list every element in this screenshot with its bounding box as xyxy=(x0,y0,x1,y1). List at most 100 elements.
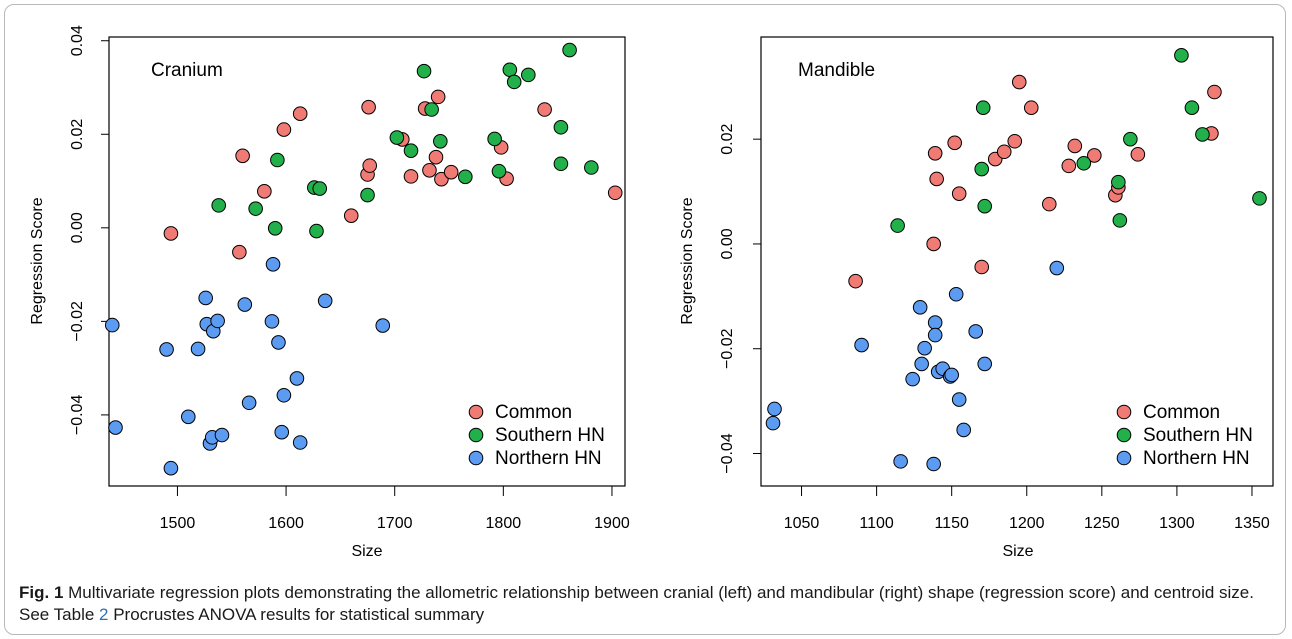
mandible-point-southern-hn xyxy=(1184,100,1200,116)
cranium-point-common xyxy=(403,169,419,184)
figure-frame xyxy=(4,4,1286,635)
cranium-x-tick-label: 1600 xyxy=(268,515,304,532)
cranium-x-ticks: 1500 1600 1700 1800 1900 xyxy=(160,485,630,532)
cranium-point-southern-hn xyxy=(416,63,432,79)
mandible-point-southern-hn xyxy=(1112,213,1128,228)
mandible-point-northern-hn xyxy=(912,300,928,315)
mandible-point-southern-hn xyxy=(1123,131,1138,147)
figure-label: Fig. 1 xyxy=(19,583,64,602)
mandible-y-ticks: −0.04 −0.02 0.00 0.02 xyxy=(719,123,761,474)
mandible-y-tick-label: −0.04 xyxy=(719,433,736,474)
cranium-point-southern-hn xyxy=(424,102,439,117)
mandible-legend-marker-southern-hn xyxy=(1116,427,1132,443)
cranium-point-southern-hn xyxy=(267,220,283,236)
mandible-points xyxy=(765,48,1267,472)
cranium-point-northern-hn xyxy=(265,257,281,272)
cranium-point-southern-hn xyxy=(502,62,518,78)
mandible-point-common xyxy=(1007,133,1023,149)
mandible-point-common xyxy=(1061,158,1077,174)
mandible-y-tick-label: 0.02 xyxy=(719,123,736,154)
cranium-point-northern-hn xyxy=(274,424,290,440)
cranium-point-southern-hn xyxy=(491,163,507,179)
cranium-legend-label-southern-hn: Southern HN xyxy=(495,425,605,446)
mandible-x-axis-label: Size xyxy=(1002,543,1033,560)
cranium-point-common xyxy=(422,162,437,178)
cranium-point-southern-hn xyxy=(487,131,502,147)
cranium-point-common xyxy=(443,164,459,180)
cranium-point-northern-hn xyxy=(241,395,257,411)
mandible-x-tick-label: 1050 xyxy=(784,515,820,532)
figure-caption: Fig. 1 Multivariate regression plots dem… xyxy=(19,582,1269,626)
cranium-point-common xyxy=(434,171,449,187)
mandible-legend-marker-northern-hn xyxy=(1116,450,1132,466)
table-reference-link[interactable]: 2 xyxy=(99,605,109,624)
mandible-point-southern-hn xyxy=(1111,174,1126,190)
mandible-point-northern-hn xyxy=(905,371,920,387)
mandible-point-northern-hn xyxy=(948,286,964,302)
cranium-point-southern-hn xyxy=(403,143,419,158)
cranium-y-tick-label: −0.02 xyxy=(69,301,86,342)
cranium-point-southern-hn xyxy=(553,156,569,172)
mandible-point-northern-hn xyxy=(767,401,782,417)
mandible-point-common xyxy=(1087,148,1102,163)
cranium-point-northern-hn xyxy=(289,371,305,386)
cranium-point-common xyxy=(163,226,179,241)
cranium-point-southern-hn xyxy=(360,187,375,203)
cranium-y-tick-label: 0.00 xyxy=(69,212,86,243)
cranium-legend-marker-southern-hn xyxy=(468,427,484,443)
cranium-point-southern-hn xyxy=(433,133,448,149)
mandible-point-northern-hn xyxy=(1049,260,1065,276)
mandible-point-northern-hn xyxy=(765,415,781,431)
mandible-point-northern-hn xyxy=(917,340,932,356)
caption-text-end: Procrustes ANOVA results for statistical… xyxy=(108,605,485,624)
cranium-point-common xyxy=(537,102,552,117)
cranium-point-common xyxy=(607,185,623,201)
mandible-y-tick-label: −0.02 xyxy=(719,328,736,369)
cranium-point-common xyxy=(361,99,376,115)
mandible-point-northern-hn xyxy=(914,356,929,372)
cranium-legend-marker-common xyxy=(468,404,484,420)
cranium-point-southern-hn xyxy=(248,201,263,216)
cranium-y-tick-label: 0.02 xyxy=(69,119,86,150)
mandible-point-common xyxy=(1067,138,1083,154)
cranium-point-common xyxy=(428,149,444,165)
cranium-point-southern-hn xyxy=(584,160,599,175)
cranium-point-northern-hn xyxy=(276,387,292,403)
cranium-point-northern-hn xyxy=(108,420,123,435)
mandible-point-northern-hn xyxy=(951,392,967,407)
cranium-x-tick-label: 1500 xyxy=(160,515,196,532)
mandible-point-common xyxy=(947,135,962,151)
mandible-point-northern-hn xyxy=(968,324,984,339)
cranium-point-common xyxy=(292,106,308,122)
mandible-legend-label-northern-hn: Northern HN xyxy=(1143,448,1250,469)
cranium-point-northern-hn xyxy=(375,318,391,333)
mandible-legend-label-southern-hn: Southern HN xyxy=(1143,425,1253,446)
mandible-x-tick-label: 1200 xyxy=(1009,515,1045,532)
cranium-point-southern-hn xyxy=(506,74,522,90)
mandible-point-common xyxy=(1130,147,1146,162)
mandible-x-tick-label: 1100 xyxy=(859,515,894,532)
cranium-point-southern-hn xyxy=(211,198,227,213)
mandible-point-common xyxy=(996,144,1012,160)
cranium-point-northern-hn xyxy=(104,317,120,333)
mandible-x-tick-label: 1350 xyxy=(1234,515,1270,532)
mandible-legend-marker-common xyxy=(1116,404,1132,420)
cranium-legend-label-northern-hn: Northern HN xyxy=(495,448,602,469)
cranium-point-southern-hn xyxy=(270,152,285,168)
mandible-point-southern-hn xyxy=(975,100,991,116)
cranium-point-southern-hn xyxy=(458,169,473,185)
mandible-y-tick-label: 0.00 xyxy=(719,228,736,259)
cranium-point-northern-hn xyxy=(181,409,196,425)
mandible-panel: Mandible Size Regression Score 1050 1100 1… xyxy=(679,36,1274,560)
mandible-point-southern-hn xyxy=(977,198,993,214)
cranium-point-northern-hn xyxy=(163,460,179,476)
mandible-point-southern-hn xyxy=(1195,127,1210,142)
cranium-point-common xyxy=(276,122,292,137)
mandible-point-northern-hn xyxy=(926,456,941,472)
cranium-x-tick-label: 1700 xyxy=(377,515,413,532)
mandible-x-ticks: 1050 1100 1150 1200 1250 1300 1350 xyxy=(784,485,1270,532)
mandible-point-common xyxy=(926,236,941,252)
cranium-panel: Cranium Size Regression Score 1500 1600 17… xyxy=(29,25,630,560)
